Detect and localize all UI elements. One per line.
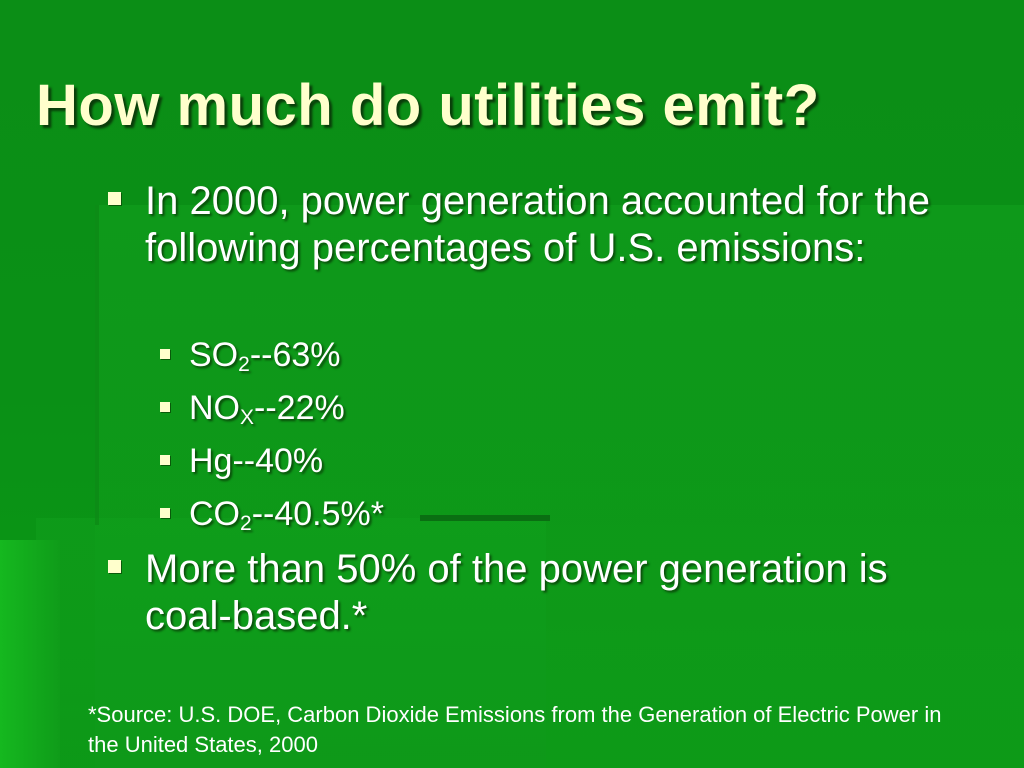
square-bullet-icon bbox=[160, 508, 170, 518]
background-strip bbox=[0, 540, 60, 768]
chem-base: CO bbox=[189, 495, 240, 533]
slide-title: How much do utilities emit? bbox=[36, 73, 820, 138]
bullet-item: More than 50% of the power generation is… bbox=[108, 546, 975, 640]
sub-bullet-item: CO2--40.5%* bbox=[160, 494, 384, 534]
square-bullet-icon bbox=[108, 192, 121, 205]
chem-base: SO bbox=[189, 336, 239, 374]
square-bullet-icon bbox=[160, 402, 170, 412]
chem-value: --22% bbox=[254, 389, 345, 427]
sub-bullet-text: NOX--22% bbox=[189, 388, 345, 428]
sub-bullet-text: Hg--40% bbox=[189, 441, 323, 481]
sub-bullet-text: SO2--63% bbox=[189, 335, 341, 375]
chem-subscript: X bbox=[240, 406, 255, 429]
square-bullet-icon bbox=[108, 560, 121, 573]
chem-subscript: 2 bbox=[238, 353, 250, 376]
divider-horizontal bbox=[420, 515, 550, 521]
divider-vertical bbox=[95, 205, 99, 525]
sub-bullet-item: Hg--40% bbox=[160, 441, 323, 481]
chem-subscript: 2 bbox=[240, 512, 252, 535]
source-footnote: *Source: U.S. DOE, Carbon Dioxide Emissi… bbox=[88, 702, 942, 757]
bullet-text: More than 50% of the power generation is… bbox=[145, 547, 888, 638]
chem-value: --63% bbox=[249, 336, 341, 374]
bullet-text: In 2000, power generation accounted for … bbox=[145, 179, 930, 270]
square-bullet-icon bbox=[160, 349, 170, 359]
sub-bullet-text: CO2--40.5%* bbox=[189, 494, 384, 534]
background-panel-lower bbox=[36, 518, 546, 768]
chem-value: --40.5%* bbox=[251, 495, 384, 533]
chem-base: NO bbox=[189, 389, 240, 427]
sub-bullet-item: SO2--63% bbox=[160, 335, 341, 375]
chem-value: --40% bbox=[232, 442, 324, 480]
chem-base: Hg bbox=[189, 442, 233, 480]
bullet-item: In 2000, power generation accounted for … bbox=[108, 178, 975, 272]
square-bullet-icon bbox=[160, 455, 170, 465]
sub-bullet-item: NOX--22% bbox=[160, 388, 345, 428]
